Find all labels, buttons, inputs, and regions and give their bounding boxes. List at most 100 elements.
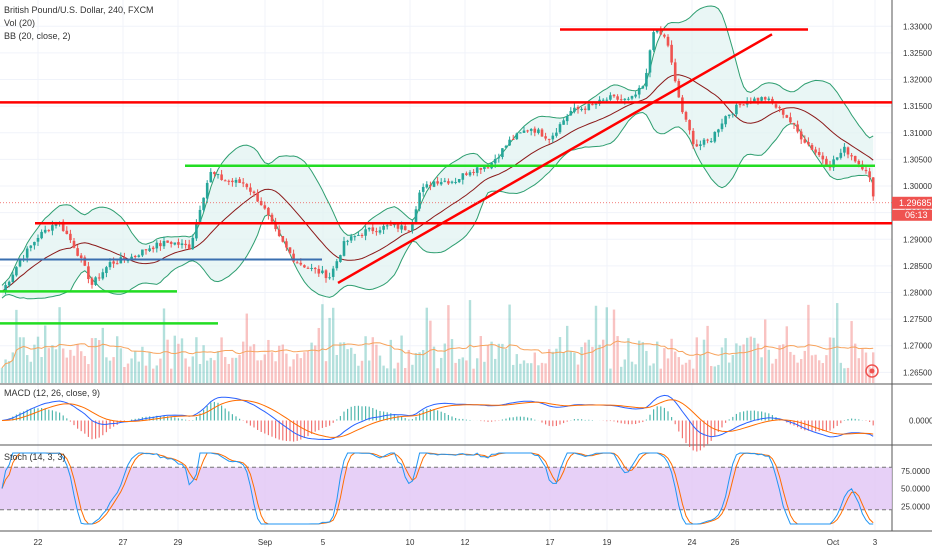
candle-body [526,130,529,132]
bollinger-basis-line [1,74,874,293]
candle-body [814,149,817,153]
candle-body [799,131,803,140]
volume-bar [141,346,144,383]
candle-body [79,255,83,259]
candle-body [270,214,274,222]
candle-body [594,103,598,105]
date-tick-label: 22 [34,538,43,547]
candle-body [220,174,223,180]
price-tick-label: 1.26500 [903,368,932,377]
candle-body [605,99,609,101]
volume-bar [872,352,875,383]
candle-body [785,115,789,118]
volume-bar [461,357,464,383]
price-tick-label: 1.28500 [903,262,932,271]
volume-bars [0,300,875,383]
volume-bar [281,344,284,383]
volume-bar [195,337,198,383]
candle-body [292,253,295,262]
candle-body [825,158,828,165]
candle-body [29,245,33,248]
candle-body [652,32,655,51]
volume-bar [15,309,18,383]
candle-body [544,136,547,139]
candle-body [580,108,583,110]
chart-settings-icon[interactable] [865,364,879,378]
volume-bar [202,345,205,383]
candle-body [367,227,371,230]
volume-bar [339,342,342,383]
volume-bar [364,336,367,383]
volume-bar [594,305,598,383]
candle-body [742,104,745,106]
volume-bar [796,362,799,383]
volume-bar [598,344,601,383]
volume-bar [641,342,644,383]
volume-bar [429,320,432,383]
volume-bar [360,360,364,383]
volume-bar [425,307,428,383]
candle-body [18,260,22,267]
volume-bar [803,350,806,383]
candle-body [15,267,18,276]
candle-body [807,142,810,145]
date-tick-label: 24 [688,538,697,547]
volume-bar [746,337,749,383]
volume-bar [137,361,140,383]
candle-body [335,261,339,269]
volume-bar [170,368,173,383]
volume-bar [72,355,76,383]
volume-bar [465,360,468,383]
date-tick-label: Oct [827,538,840,547]
price-tick-label: 1.31000 [903,129,932,138]
price-tick-label: 1.30500 [903,155,932,164]
candle-body [112,261,115,264]
volume-bar [674,351,677,383]
volume-bar [180,338,184,383]
volume-bar [342,342,346,383]
date-axis[interactable]: 22 27 29 Sep 5 10 12 17 19 24 26 Oct 3 [34,538,878,547]
volume-bar [854,343,857,383]
candle-body [382,225,385,230]
candle-body [249,187,252,192]
support-resistance-lines[interactable] [0,28,892,325]
volume-ma-line [1,340,874,369]
candle-body [702,139,706,145]
candle-body [324,270,328,279]
candle-body [303,265,306,268]
price-axis[interactable]: 1.33000 1.32500 1.32000 1.31500 1.31000 1.305… [903,22,932,377]
candle-body [641,86,645,89]
candle-body [533,128,537,133]
candle-body [583,108,587,110]
volume-bar [393,368,396,383]
volume-bar [368,360,371,383]
candle-body [468,172,472,176]
candle-body [159,243,162,247]
candle-body [191,237,195,249]
candle-body [515,133,519,140]
candle-body [436,181,439,184]
volume-bar [821,363,824,383]
volume-bar [44,325,47,383]
candle-body [659,29,663,35]
candle-body [234,179,238,183]
ascending-trendline[interactable] [337,33,773,284]
volume-bar [573,352,576,383]
candle-body [537,129,540,134]
volume-bar [317,327,320,383]
candle-body [645,72,648,87]
volume-bar [414,352,418,383]
candlesticks[interactable] [4,26,875,295]
volume-bar [483,361,486,383]
candle-body [169,242,173,244]
candle-body [411,222,414,231]
volume-bar [328,317,331,383]
candle-body [180,243,184,246]
date-tick-label: 27 [119,538,128,547]
candle-body [558,124,562,133]
volume-bar [116,336,119,383]
candle-body [187,244,191,250]
candle-body [767,98,771,100]
candle-body [198,209,202,222]
